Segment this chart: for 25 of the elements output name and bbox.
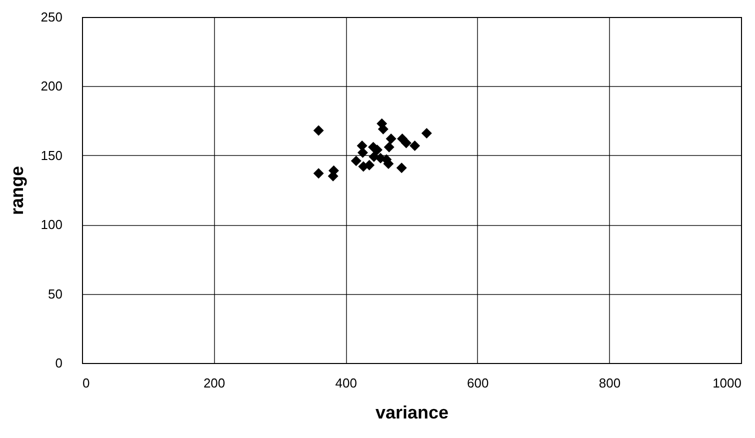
y-tick-label: 100 (40, 217, 62, 232)
x-tick-label: 800 (598, 376, 621, 390)
x-tick-label: 200 (203, 376, 226, 390)
point (421, 128, 432, 138)
y-tick-label: 200 (40, 78, 62, 94)
point (313, 168, 324, 179)
x-tick-label: 400 (335, 376, 357, 390)
point (410, 140, 420, 151)
x-axis-title: variance (375, 402, 449, 422)
y-axis-title: range (6, 166, 27, 216)
point (364, 160, 375, 170)
x-tick-label: 1000 (712, 376, 742, 390)
y-tick-label: 50 (48, 286, 62, 302)
point (400, 138, 412, 148)
x-tick-label: 0 (82, 376, 90, 390)
y-tick-label: 150 (40, 148, 62, 163)
y-tick-label: 250 (40, 10, 62, 24)
point (313, 125, 324, 136)
point (350, 156, 362, 166)
point (357, 147, 368, 158)
point (386, 134, 396, 144)
y-tick-label: 0 (55, 356, 62, 370)
x-tick-label: 600 (467, 376, 489, 390)
point (384, 142, 394, 152)
point (396, 162, 407, 174)
